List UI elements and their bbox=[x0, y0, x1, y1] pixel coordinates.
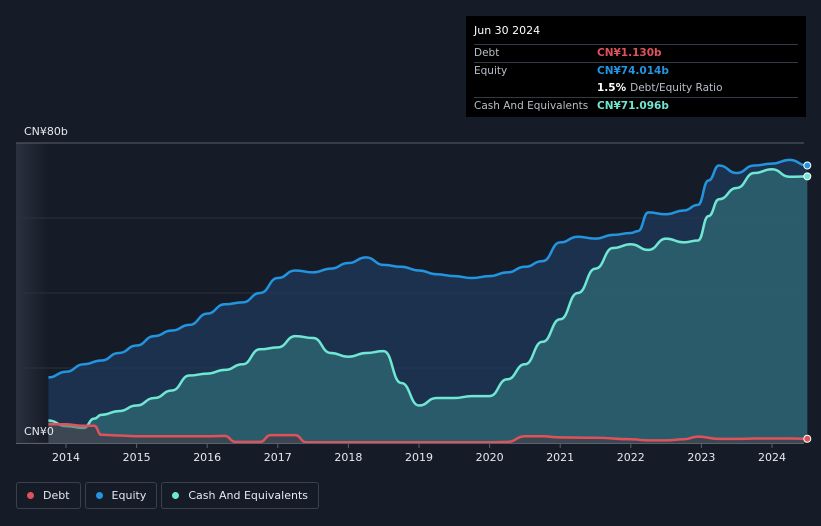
tooltip-ratio-value: 1.5% bbox=[597, 82, 627, 94]
x-tick-label: 2020 bbox=[476, 451, 504, 464]
tooltip-ratio-row: 1.5% Debt/Equity Ratio bbox=[474, 80, 798, 97]
tooltip-debt-label: Debt bbox=[474, 47, 500, 59]
legend-debt-label: Debt bbox=[43, 489, 70, 502]
debt-line bbox=[48, 423, 808, 444]
legend-item-debt[interactable]: Debt bbox=[16, 482, 81, 509]
x-tick-label: 2014 bbox=[52, 451, 80, 464]
equity-dot-icon bbox=[95, 492, 103, 499]
tooltip-cash-value: CN¥71.096b bbox=[597, 100, 669, 112]
x-tick-label: 2022 bbox=[617, 451, 645, 464]
tooltip-ratio-text: Debt/Equity Ratio bbox=[630, 82, 723, 94]
cash-dot-icon bbox=[172, 492, 180, 499]
axis-layer: CN¥80b CN¥0 2014 2015 2016 2017 2018 2019 2020 20… bbox=[16, 125, 804, 464]
tooltip-cash-row: Cash And Equivalents CN¥71.096b bbox=[474, 97, 798, 115]
x-tick-label: 2024 bbox=[758, 451, 786, 464]
x-tick-label: 2017 bbox=[264, 451, 292, 464]
tooltip-date: Jun 30 2024 bbox=[474, 24, 541, 37]
debt-end-marker bbox=[803, 434, 812, 443]
tooltip-equity-row: Equity CN¥74.014b bbox=[474, 62, 798, 80]
tooltip-debt-value: CN¥1.130b bbox=[597, 47, 662, 59]
cash-area bbox=[48, 169, 808, 444]
debt-area bbox=[48, 424, 808, 443]
y-tick-label-top: CN¥80b bbox=[24, 125, 68, 138]
x-tick-label: 2016 bbox=[193, 451, 221, 464]
cash-line bbox=[48, 168, 808, 430]
y-tick-label-bottom: CN¥0 bbox=[24, 425, 54, 438]
series-layer bbox=[48, 158, 812, 444]
x-tick-label: 2018 bbox=[334, 451, 362, 464]
x-tick-label: 2015 bbox=[123, 451, 151, 464]
x-tick-label: 2021 bbox=[546, 451, 574, 464]
tooltip-cash-label: Cash And Equivalents bbox=[474, 100, 589, 112]
tooltip-equity-value: CN¥74.014b bbox=[597, 65, 669, 77]
cash-end-marker bbox=[803, 172, 812, 181]
x-tick-label: 2019 bbox=[405, 451, 433, 464]
tooltip-panel: Jun 30 2024 Debt CN¥1.130b Equity CN¥74.… bbox=[466, 16, 806, 117]
tooltip-debt-row: Debt CN¥1.130b bbox=[474, 44, 798, 62]
x-tick-label: 2023 bbox=[687, 451, 715, 464]
legend-cash-label: Cash And Equivalents bbox=[188, 489, 308, 502]
equity-line bbox=[48, 158, 808, 379]
equity-end-marker bbox=[803, 161, 812, 170]
tooltip-equity-label: Equity bbox=[474, 65, 508, 77]
debt-dot-icon bbox=[27, 492, 34, 499]
legend-item-cash[interactable]: Cash And Equivalents bbox=[161, 482, 319, 509]
legend-equity-label: Equity bbox=[111, 489, 147, 502]
legend-item-equity[interactable]: Equity bbox=[84, 482, 158, 509]
legend: Debt Equity Cash And Equivalents bbox=[16, 482, 323, 509]
